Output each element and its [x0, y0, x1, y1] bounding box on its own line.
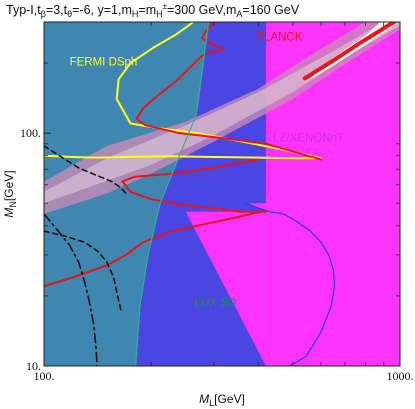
lz-xenonnt-wedge [185, 211, 266, 366]
curve-planck-upper [135, 22, 322, 161]
plot-area: FERMI DSph PLANCK LZ/XENONnT LUX SD [44, 22, 400, 366]
plot-frame [43, 21, 401, 367]
label-lux: LUX SD [195, 298, 237, 310]
curve-dashed-lower [44, 230, 123, 314]
label-fermi: FERMI DSph [70, 57, 138, 69]
y-tick-label: 10. [26, 359, 41, 373]
curve-dashed-upper [44, 145, 127, 195]
axes: 100. 1000.10.100. [20, 21, 414, 383]
chart-title: Typ-I,tβ=3,tθ=-6, y=1,mH=mH±=300 GeV,mA=… [6, 2, 300, 19]
curve-lux-boundary [135, 22, 210, 366]
curve-fermi [44, 22, 322, 160]
y-axis-label: MN[GeV] [2, 170, 18, 217]
label-planck: PLANCK [256, 31, 302, 43]
relic-band-inner [44, 22, 400, 204]
lz-xenonnt-lobe [246, 203, 335, 366]
curve-planck-thick [302, 22, 396, 81]
label-lz: LZ/XENONnT [273, 133, 344, 145]
y-tick-label: 100. [20, 126, 41, 140]
x-tick-label: 100. [34, 369, 55, 383]
curve-lz-outline [245, 202, 336, 366]
region-labels: FERMI DSph PLANCK LZ/XENONnT LUX SD [70, 31, 344, 309]
curve-planck-lower [44, 158, 267, 288]
curve-dashdot [44, 213, 98, 366]
constraint-curves [44, 22, 396, 366]
x-tick-label: 1000. [387, 369, 414, 383]
x-axis-label: ML[GeV] [199, 392, 245, 408]
